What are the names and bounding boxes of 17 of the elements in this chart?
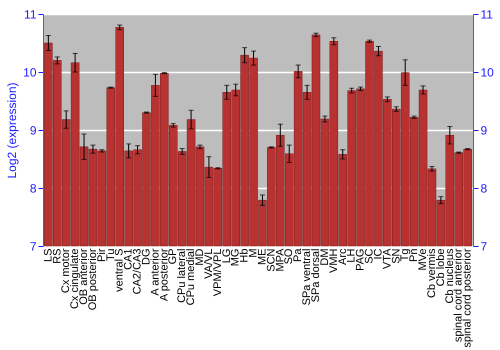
x-tick-label: Cb lobe: [434, 248, 447, 286]
y2-tick-label: 7: [480, 240, 488, 254]
y-tick-label: 7: [30, 240, 37, 254]
x-tick-label: RS: [51, 248, 64, 264]
y-tick-label: 8: [30, 182, 37, 196]
y2-tick-label: 10: [480, 66, 494, 80]
y-tick-label: 11: [24, 8, 37, 22]
y-axis-title: Log2 (expression): [5, 82, 20, 179]
y-tick-label: 9: [30, 124, 37, 138]
y2-tick-label: 9: [480, 124, 488, 138]
x-tick-label: Tg: [399, 248, 412, 262]
y2-tick-label: 11: [480, 8, 494, 22]
x-tick-label: spinal cord posterior: [462, 248, 474, 348]
x-tick-label: IC: [372, 248, 384, 260]
y2-tick-label: 8: [480, 182, 488, 196]
x-tick-label: SCN: [265, 248, 278, 272]
y-tick-label: 10: [23, 66, 37, 80]
